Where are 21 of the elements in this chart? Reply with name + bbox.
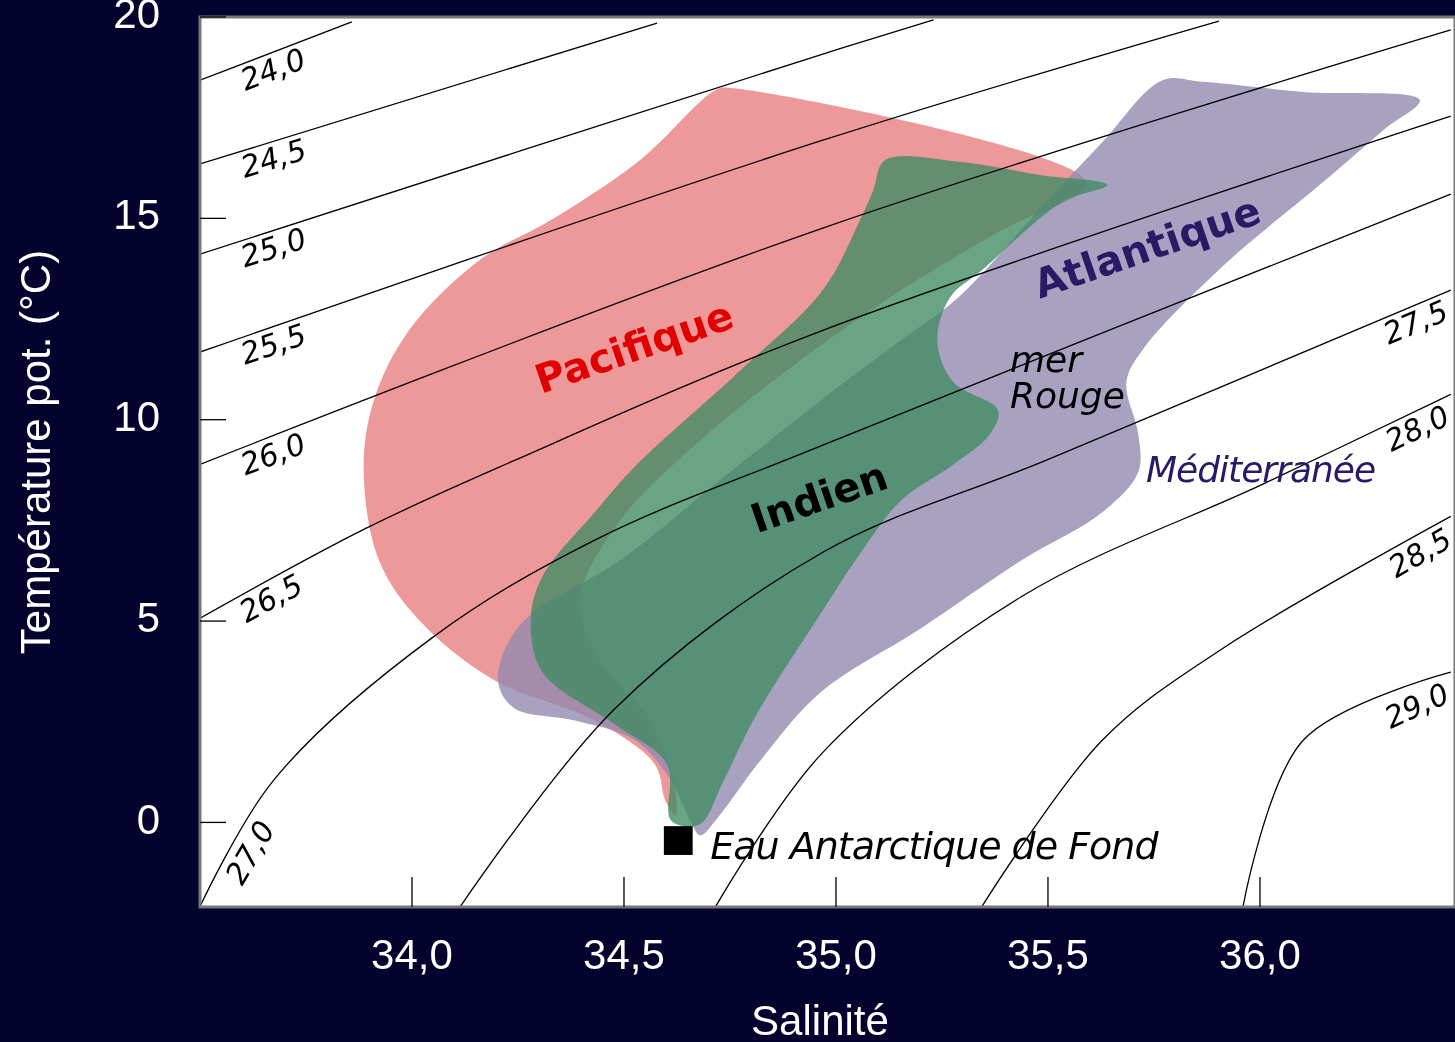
y-tick-label: 15 <box>113 191 160 239</box>
text: 29,0 <box>1378 675 1455 736</box>
x-tick-label: 35,0 <box>795 931 877 978</box>
x-tick-label: 34,5 <box>583 931 665 978</box>
x-axis-title: Salinité <box>751 997 889 1042</box>
text: 27,5 <box>1377 293 1454 352</box>
x-tick-label: 36,0 <box>1219 931 1301 978</box>
text: 24,5 <box>236 131 311 185</box>
series-label: Indien <box>744 452 894 542</box>
legend-label: 26,0 <box>235 425 311 483</box>
y-axis-title: Température pot. (°C) <box>12 249 59 655</box>
y-tick-label: 0 <box>136 795 160 843</box>
legend-label: 24,0 <box>235 40 311 98</box>
text: 25,5 <box>236 316 311 372</box>
text: 28,0 <box>1379 398 1455 459</box>
y-tick-label: 10 <box>113 392 160 440</box>
y-tick-label: 5 <box>136 594 160 642</box>
x-tick-label: 35,5 <box>1007 931 1089 978</box>
legend-label: 25,0 <box>236 220 311 275</box>
x-tick-label: 34,0 <box>371 931 453 978</box>
text: 26,5 <box>233 566 309 630</box>
